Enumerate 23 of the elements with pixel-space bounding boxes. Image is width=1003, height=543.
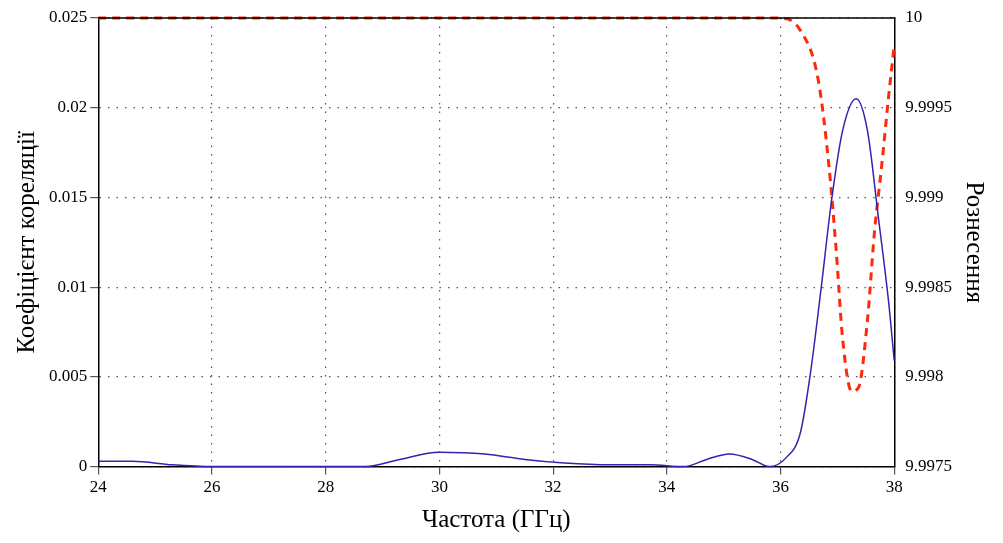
y-tick-label: 0.01 bbox=[57, 276, 88, 296]
y2-tick-label: 9.999 bbox=[905, 186, 944, 206]
y-tick-label: 0 bbox=[78, 456, 88, 476]
y2-tick-label: 10 bbox=[905, 7, 923, 27]
x-tick-label: 26 bbox=[203, 477, 221, 497]
x-axis-title: Частота (ГГц) bbox=[421, 504, 571, 533]
y-tick-label: 0.015 bbox=[49, 186, 88, 206]
y2-tick-label: 9.9995 bbox=[905, 97, 952, 117]
y2-tick-label: 9.998 bbox=[905, 366, 944, 386]
x-tick-label: 34 bbox=[658, 477, 676, 497]
y-axis-title: Коефіцієнт кореляції bbox=[11, 130, 39, 354]
y2-tick-label: 9.9975 bbox=[905, 456, 952, 476]
x-tick-label: 24 bbox=[89, 477, 108, 497]
x-tick-label: 32 bbox=[544, 477, 562, 497]
y2-axis-title: Рознесення bbox=[962, 181, 990, 304]
x-tick-label: 36 bbox=[772, 477, 790, 497]
y2-tick-label: 9.9985 bbox=[905, 276, 952, 296]
x-tick-label: 38 bbox=[885, 477, 903, 497]
x-tick-label: 28 bbox=[317, 477, 335, 497]
y-tick-label: 0.02 bbox=[57, 97, 88, 117]
y-tick-label: 0.025 bbox=[49, 7, 88, 27]
y-tick-label: 0.005 bbox=[49, 366, 88, 386]
x-tick-label: 30 bbox=[430, 477, 448, 497]
